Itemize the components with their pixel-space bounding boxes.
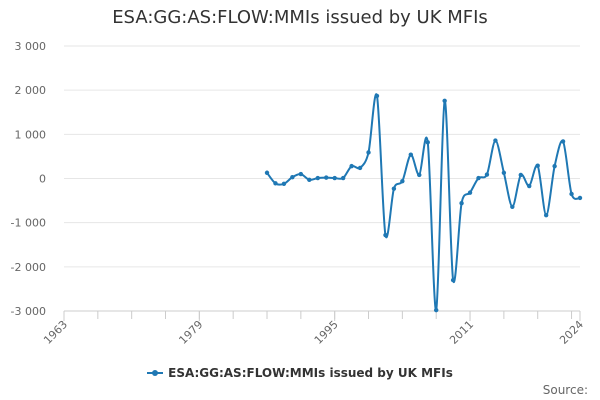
data-point [577,195,583,201]
data-point [315,175,320,181]
data-point [298,171,304,177]
y-tick-label: 2 000 [15,84,47,97]
y-tick-label: 3 000 [15,40,47,53]
source-label: Source: [542,383,588,397]
data-point [543,212,549,218]
data-point [518,172,523,178]
data-point [467,190,473,195]
data-point [484,172,490,177]
data-point [383,232,388,238]
data-point [340,175,346,181]
y-tick-label: -1 000 [11,217,46,230]
data-point [391,186,397,191]
data-point [307,177,312,183]
chart-title: ESA:GG:AS:FLOW:MMIs issued by UK MFIs [112,7,488,28]
data-point [408,152,414,157]
x-tick-label: 2024 [557,318,586,347]
y-tick-label: -3 000 [11,305,46,318]
data-point [417,172,422,178]
x-tick-label: 1995 [312,318,341,347]
data-point [501,170,507,175]
data-point [569,191,574,197]
data-point [357,165,363,171]
data-point [527,183,532,189]
data-point [425,140,430,145]
x-tick-label: 1963 [41,318,70,347]
x-tick-label: 2011 [447,318,476,347]
data-point [349,163,354,169]
legend-swatch [147,368,164,378]
data-point [442,98,447,103]
legend[interactable]: ESA:GG:AS:FLOW:MMIs issued by UK MFIs [0,366,600,381]
data-point [332,175,337,181]
data-point [366,150,371,155]
data-point [493,138,498,143]
data-point [273,181,278,186]
y-tick-label: -2 000 [11,261,46,274]
data-point [510,204,515,209]
data-point [535,163,540,168]
y-tick-label: 1 000 [15,128,47,141]
data-point [290,174,295,180]
data-point [560,139,566,144]
data-point [324,175,329,180]
data-point [400,178,405,184]
data-point [552,163,557,169]
data-point [433,307,439,313]
legend-label: ESA:GG:AS:FLOW:MMIs issued by UK MFIs [168,366,453,380]
data-point [450,277,456,283]
data-point [374,93,380,99]
series-line [266,93,581,312]
data-point [281,181,287,186]
data-point [476,175,481,181]
x-tick-label: 1979 [176,318,205,347]
data-point [264,170,270,175]
y-tick-label: 0 [39,173,46,186]
data-point [459,201,464,206]
